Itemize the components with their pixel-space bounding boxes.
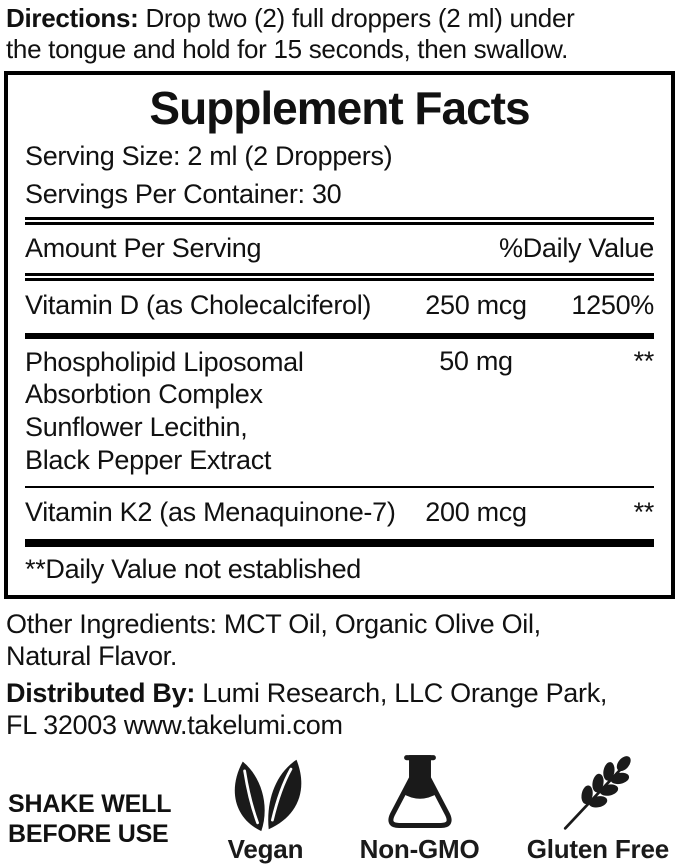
- nutrient-daily-value: **: [633, 496, 655, 527]
- distributed-by-line2: FL 32003 www.takelumi.com: [6, 710, 343, 741]
- table-row: Vitamin D (as Cholecalciferol) 250 mcg 1…: [25, 281, 654, 332]
- other-ingredients-line1: Other Ingredients: MCT Oil, Organic Oliv…: [6, 608, 541, 639]
- distributed-by: Distributed By: Lumi Research, LLC Orang…: [6, 677, 673, 742]
- nutrient-amount: 200 mcg: [425, 496, 527, 527]
- nutrient-name-line: Black Pepper Extract: [25, 445, 272, 476]
- badge-gluten-free: Gluten Free: [527, 755, 669, 865]
- leaves-icon: [235, 760, 302, 832]
- distributed-by-line1: Lumi Research, LLC Orange Park,: [202, 677, 608, 708]
- medium-divider: [25, 332, 654, 339]
- column-daily-value: %Daily Value: [499, 233, 654, 264]
- nutrient-name-line: Phospholipid Liposomal: [25, 346, 304, 377]
- thick-divider: [25, 538, 654, 547]
- nutrient-daily-value: **: [633, 345, 655, 376]
- column-amount-per-serving: Amount Per Serving: [25, 233, 262, 264]
- nutrient-name: Vitamin K2 (as Menaquinone-7): [25, 496, 396, 527]
- shake-well-line2: BEFORE USE: [8, 819, 169, 848]
- shake-well-line1: SHAKE WELL: [8, 790, 172, 819]
- directions-text: Directions: Drop two (2) full droppers (…: [6, 3, 673, 64]
- table-row: Phospholipid Liposomal Absorbtion Comple…: [25, 339, 654, 487]
- thin-divider: [25, 486, 654, 488]
- other-ingredients-line2: Natural Flavor.: [6, 641, 178, 672]
- table-header-row: Amount Per Serving %Daily Value: [25, 225, 654, 273]
- nutrient-name-line: Sunflower Lecithin,: [25, 412, 248, 443]
- directions-label: Directions:: [6, 3, 139, 33]
- nutrient-daily-value: 1250%: [571, 290, 654, 321]
- supplement-label: Directions: Drop two (2) full droppers (…: [0, 3, 679, 865]
- directions-line1: Drop two (2) full droppers (2 ml) under: [145, 3, 575, 33]
- daily-value-footnote: **Daily Value not established: [25, 553, 362, 584]
- badge-non-gmo: Non-GMO: [360, 751, 480, 865]
- nutrient-name-line: Absorbtion Complex: [25, 379, 263, 410]
- badge-vegan-label: Vegan: [227, 834, 304, 865]
- nutrient-name: Vitamin D (as Cholecalciferol): [25, 290, 372, 321]
- nutrient-amount: 50 mg: [439, 345, 513, 376]
- thick-divider: [25, 217, 654, 226]
- supplement-facts-title: Supplement Facts: [149, 82, 530, 135]
- nutrient-name: Phospholipid Liposomal Absorbtion Comple…: [25, 346, 401, 478]
- thick-divider: [25, 273, 654, 282]
- badges-row: SHAKE WELL BEFORE USE Vegan Non-GMO: [8, 751, 669, 865]
- badge-non-gmo-label: Non-GMO: [359, 834, 480, 865]
- flask-icon: [387, 755, 452, 829]
- distributed-by-label: Distributed By:: [6, 677, 196, 708]
- nutrient-amount: 250 mcg: [425, 290, 527, 321]
- directions-line2: the tongue and hold for 15 seconds, then…: [6, 33, 569, 64]
- supplement-facts-panel: Supplement Facts Serving Size: 2 ml (2 D…: [4, 71, 675, 599]
- badge-gluten-free-label: Gluten Free: [526, 834, 669, 865]
- serving-size: Serving Size: 2 ml (2 Droppers): [25, 141, 393, 172]
- other-ingredients: Other Ingredients: MCT Oil, Organic Oliv…: [6, 608, 673, 673]
- badge-vegan: Vegan: [218, 757, 312, 865]
- table-row: Vitamin K2 (as Menaquinone-7) 200 mcg **: [25, 488, 654, 539]
- wheat-icon: [563, 756, 631, 831]
- servings-per-container: Servings Per Container: 30: [25, 179, 342, 210]
